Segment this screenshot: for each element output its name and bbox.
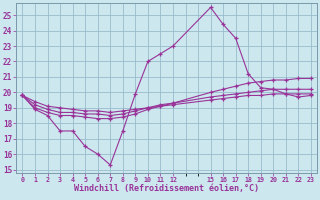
X-axis label: Windchill (Refroidissement éolien,°C): Windchill (Refroidissement éolien,°C) bbox=[74, 184, 259, 193]
